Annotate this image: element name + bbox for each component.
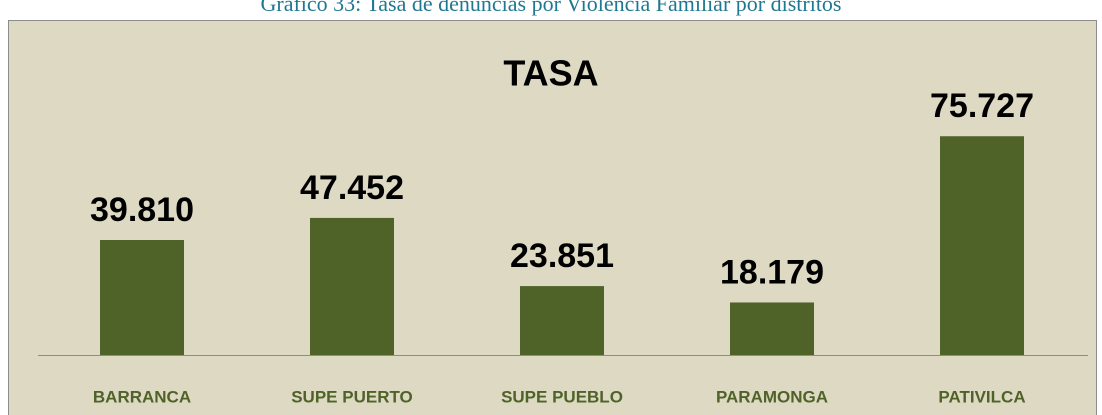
bar <box>310 217 394 355</box>
chart-title: TASA <box>503 53 598 94</box>
value-label: 75.727 <box>930 87 1034 125</box>
value-label: 47.452 <box>300 169 404 207</box>
value-label: 23.851 <box>510 237 614 275</box>
bar <box>940 136 1024 355</box>
x-tick-label: SUPE PUERTO <box>291 387 413 406</box>
value-label: 39.810 <box>90 191 194 229</box>
bar <box>100 239 184 355</box>
bar <box>730 302 814 355</box>
x-tick-label: BARRANCA <box>93 387 191 406</box>
value-label: 18.179 <box>720 253 824 291</box>
x-tick-label: PARAMONGA <box>716 387 828 406</box>
x-tick-label: SUPE PUEBLO <box>501 387 623 406</box>
page-title: Gráfico 33: Tasa de denuncias por Violen… <box>260 0 841 16</box>
x-tick-label: PATIVILCA <box>938 387 1025 406</box>
bar <box>520 286 604 355</box>
